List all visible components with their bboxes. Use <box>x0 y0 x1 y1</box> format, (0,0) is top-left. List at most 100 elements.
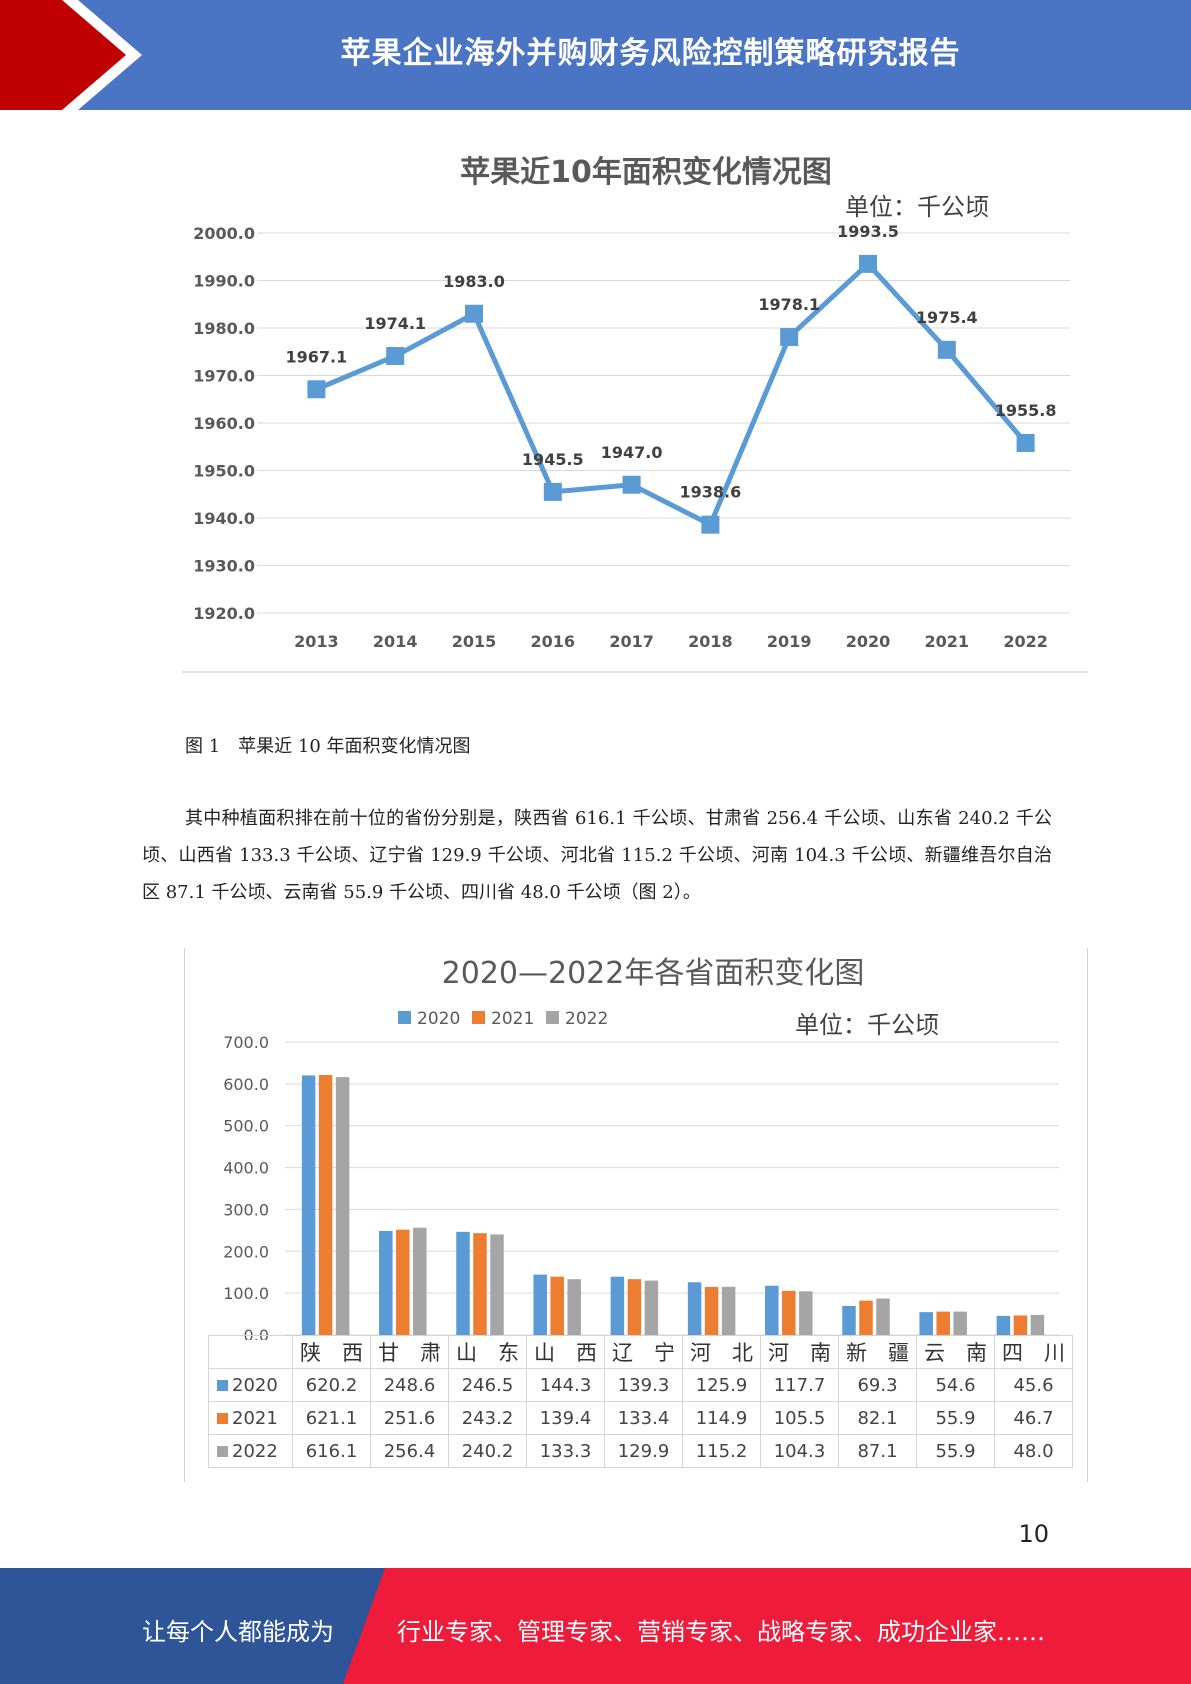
table-series-label: 2020 <box>208 1368 293 1402</box>
chart2-bar <box>413 1227 427 1335</box>
chart1-data-label: 1993.5 <box>837 222 899 241</box>
table-cell: 117.7 <box>760 1368 839 1402</box>
chart2-bar <box>842 1305 856 1335</box>
chart2-bar <box>379 1230 393 1335</box>
table-cell: 54.6 <box>916 1368 995 1402</box>
chart1-x-tick: 2014 <box>373 632 418 651</box>
table-cell: 125.9 <box>682 1368 761 1402</box>
table-province-header: 四 川 <box>994 1335 1073 1369</box>
table-cell: 240.2 <box>448 1434 527 1468</box>
chart2-y-tick: 600.0 <box>223 1075 269 1094</box>
chart1-y-tick: 1990.0 <box>193 272 255 291</box>
chart2-legend-swatch <box>472 1011 485 1024</box>
header-arrow-icon <box>0 0 142 110</box>
table-cell: 256.4 <box>370 1434 449 1468</box>
chart1-x-tick: 2017 <box>609 632 654 651</box>
chart1-series-line <box>315 261 1028 528</box>
table-cell: 115.2 <box>682 1434 761 1468</box>
chart1-y-tick: 1980.0 <box>193 319 255 338</box>
table-cell: 87.1 <box>838 1434 917 1468</box>
chart2-bar <box>782 1290 796 1335</box>
chart2-legend-label: 2021 <box>491 1009 534 1029</box>
chart1-point <box>1016 433 1035 452</box>
table-province-header: 云 南 <box>916 1335 995 1369</box>
header-title: 苹果企业海外并购财务风险控制策略研究报告 <box>340 36 961 71</box>
chart1-x-tick: 2018 <box>688 632 733 651</box>
table-cell: 248.6 <box>370 1368 449 1402</box>
table-cell: 139.4 <box>526 1401 605 1435</box>
chart1-x-tick: 2019 <box>767 632 812 651</box>
chart2-legend-label: 2022 <box>565 1009 608 1029</box>
chart2-y-tick: 400.0 <box>223 1159 269 1178</box>
chart2-bar <box>335 1077 350 1335</box>
chart1-data-label: 1947.0 <box>601 443 663 462</box>
chart2-bar <box>318 1075 333 1335</box>
figure-caption: 图 1 苹果近 10 年面积变化情况图 <box>185 736 471 757</box>
chart1-y-tick: 1960.0 <box>193 414 255 433</box>
chart2-bar <box>627 1279 642 1335</box>
chart2-bar <box>799 1291 813 1335</box>
chart1-x-tick: 2020 <box>846 632 891 651</box>
chart2-title: 2020—2022年各省面积变化图 <box>442 956 865 991</box>
chart1-y-tick: 1920.0 <box>193 604 255 623</box>
table-cell: 82.1 <box>838 1401 917 1435</box>
chart2-bar <box>1030 1314 1045 1335</box>
chart2-bar <box>1013 1315 1028 1335</box>
chart1-y-tick: 1930.0 <box>193 557 255 576</box>
chart2-bar <box>936 1311 950 1335</box>
table-row: 2021 621.1 251.6 243.2 139.4 133.4 114.9 105.5 8… <box>208 1401 1073 1435</box>
line-chart: 苹果近10年面积变化情况图 单位：千公顷 1920.0 1930.0 1940.0 1… <box>182 155 1088 673</box>
chart1-point <box>701 515 720 534</box>
table-cell: 55.9 <box>916 1434 995 1468</box>
chart1-y-tick: 1950.0 <box>193 462 255 481</box>
chart1-y-tick: 1970.0 <box>193 367 255 386</box>
chart1-data-label: 1978.1 <box>758 295 820 314</box>
table-province-header: 甘 肃 <box>370 1335 449 1369</box>
chart2-bar <box>859 1300 873 1335</box>
chart1-y-tick: 1940.0 <box>193 509 255 528</box>
chart2-y-tick: 300.0 <box>223 1200 269 1219</box>
chart2-legend-swatch <box>398 1011 411 1024</box>
chart2-bar <box>876 1298 890 1335</box>
table-cell: 69.3 <box>838 1368 917 1402</box>
series-swatch-icon <box>217 1446 228 1457</box>
chart1-point <box>780 328 799 347</box>
chart1-title: 苹果近10年面积变化情况图 <box>460 155 832 190</box>
chart1-point <box>465 304 483 323</box>
chart1-data-label: 1983.0 <box>443 272 505 291</box>
chart1-point <box>622 475 641 494</box>
table-cell: 55.9 <box>916 1401 995 1435</box>
chart2-bar <box>456 1231 470 1335</box>
chart2-bar <box>490 1234 504 1335</box>
chart2-bar <box>721 1286 736 1335</box>
table-cell: 48.0 <box>994 1434 1073 1468</box>
chart1-x-tick: 2016 <box>531 632 576 651</box>
footer-left-text: 让每个人都能成为 <box>142 1618 334 1646</box>
chart2-bar <box>550 1276 564 1335</box>
chart2-bar <box>765 1285 779 1335</box>
table-province-header: 河 南 <box>760 1335 839 1369</box>
table-cell: 616.1 <box>292 1434 371 1468</box>
chart2-y-tick: 100.0 <box>223 1284 269 1303</box>
series-name: 2021 <box>232 1407 278 1429</box>
table-cell: 105.5 <box>760 1401 839 1435</box>
chart2-unit-label: 单位：千公顷 <box>795 1011 939 1039</box>
chart2-bar <box>919 1312 933 1335</box>
chart2-y-tick: 700.0 <box>223 1033 269 1052</box>
chart1-point <box>307 380 326 399</box>
table-series-label: 2021 <box>208 1401 293 1435</box>
chart2-bar <box>687 1282 702 1335</box>
chart2-frame <box>184 948 1088 1482</box>
chart1-unit-label: 单位：千公顷 <box>845 193 989 221</box>
chart2-bar <box>396 1229 410 1335</box>
page-number: 10 <box>1018 1520 1049 1548</box>
series-name: 2022 <box>232 1440 278 1462</box>
table-cell: 251.6 <box>370 1401 449 1435</box>
table-province-header: 新 疆 <box>838 1335 917 1369</box>
series-swatch-icon <box>217 1413 228 1424</box>
chart1-data-label: 1945.5 <box>522 450 584 469</box>
table-province-header: 陕 西 <box>292 1335 371 1369</box>
chart2-bar <box>567 1279 581 1335</box>
chart1-data-label: 1974.1 <box>364 314 426 333</box>
table-cell: 246.5 <box>448 1368 527 1402</box>
